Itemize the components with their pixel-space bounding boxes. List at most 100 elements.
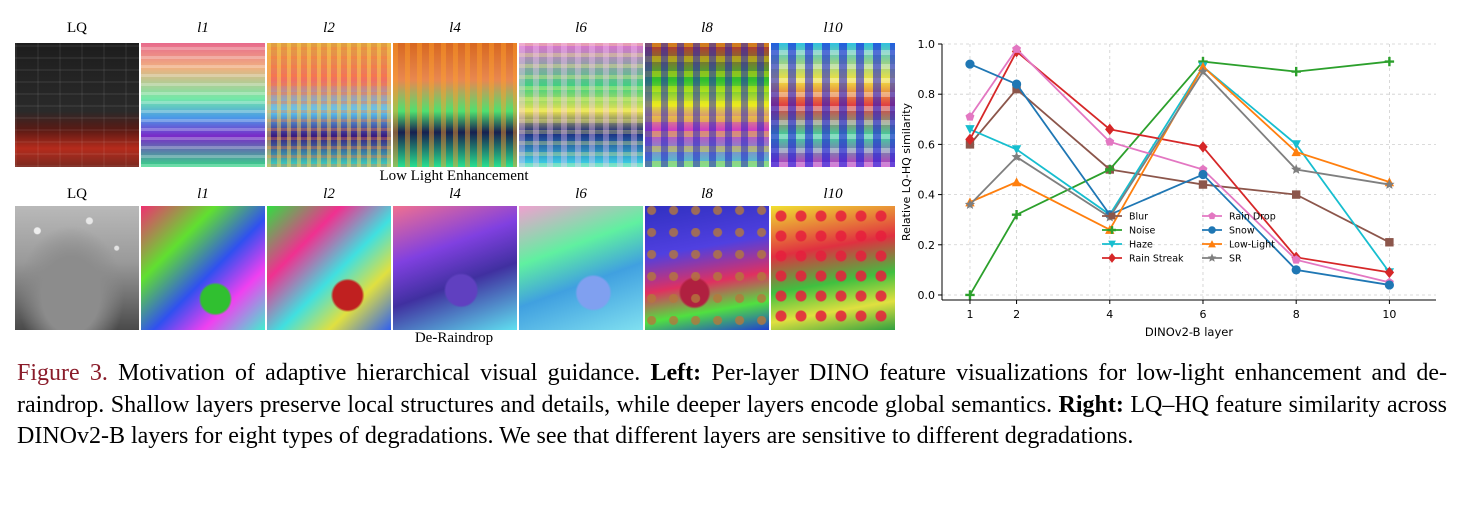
deraindrop-l6-feature-map bbox=[519, 206, 643, 330]
data-point-noise bbox=[1291, 66, 1301, 77]
column-label-l4: l4 bbox=[449, 20, 461, 36]
data-point-sr bbox=[1197, 66, 1209, 76]
series-line-rain-drop bbox=[969, 47, 1390, 284]
caption-right-label: Right: bbox=[1058, 391, 1124, 418]
series-line-low-light bbox=[969, 65, 1390, 231]
deraindrop-l1-feature-map bbox=[141, 206, 265, 330]
y-tick-label: 0.8 bbox=[918, 88, 936, 101]
column-label-l10: l10 bbox=[823, 20, 843, 36]
y-tick-label: 1.0 bbox=[918, 38, 936, 51]
series-line-sr bbox=[969, 70, 1390, 219]
series-line-noise bbox=[969, 60, 1390, 296]
legend-label-blur: Blur bbox=[1129, 212, 1148, 223]
series-line-blur bbox=[969, 87, 1390, 244]
data-point-noise bbox=[1105, 164, 1115, 175]
legend-label-snow: Snow bbox=[1229, 226, 1255, 237]
column-label-l6: l6 bbox=[575, 186, 587, 202]
data-point-noise bbox=[965, 290, 975, 300]
legend-label-rain-drop: Rain Drop bbox=[1229, 212, 1276, 223]
similarity-line-chart: 0.0 0.2 0.4 0.6 0.8 1.0 1 2 4 6 8 10 DINOv2-B layer R… bbox=[898, 16, 1458, 346]
data-point-rain-drop bbox=[965, 112, 975, 121]
task-label-low-light: Low Light Enhancement bbox=[379, 168, 529, 184]
data-point-haze bbox=[965, 125, 975, 135]
caption-text-3: LQ–HQ feature similarity across DINOv2-B… bbox=[17, 391, 1448, 450]
column-label-l10: l10 bbox=[823, 186, 843, 202]
legend-label-haze: Haze bbox=[1129, 240, 1153, 251]
column-label-lq: LQ bbox=[67, 186, 87, 202]
legend-marker-rain-streak bbox=[1108, 253, 1116, 263]
data-point-blur bbox=[1291, 190, 1301, 199]
figure-number: Figure 3. bbox=[17, 360, 108, 386]
legend-label-noise: Noise bbox=[1129, 226, 1156, 237]
legend-marker-blur bbox=[1108, 212, 1116, 220]
lowlight-l8-feature-map bbox=[645, 43, 769, 167]
data-point-blur bbox=[1012, 84, 1021, 94]
x-tick-label: 4 bbox=[1106, 308, 1113, 321]
deraindrop-l8-feature-map bbox=[645, 206, 769, 330]
deraindrop-l10-feature-map bbox=[771, 206, 895, 330]
x-tick-label: 8 bbox=[1293, 308, 1300, 321]
data-point-blur bbox=[1385, 238, 1394, 247]
y-tick-label: 0.4 bbox=[918, 189, 936, 202]
legend-marker-haze bbox=[1108, 240, 1116, 248]
x-tick-label: 2 bbox=[1013, 308, 1020, 321]
x-tick-label: 1 bbox=[966, 308, 973, 321]
series-line-snow bbox=[969, 63, 1390, 286]
data-point-haze bbox=[1011, 145, 1022, 155]
data-point-sr bbox=[964, 199, 976, 209]
column-label-l1: l1 bbox=[197, 186, 209, 202]
column-label-l2: l2 bbox=[323, 186, 335, 202]
legend-marker-sr bbox=[1207, 253, 1217, 262]
data-point-blur bbox=[1198, 180, 1208, 189]
data-point-snow bbox=[1291, 265, 1301, 275]
data-point-snow bbox=[1011, 79, 1022, 89]
data-point-low-light bbox=[1291, 147, 1301, 157]
series-line-haze bbox=[969, 65, 1391, 273]
column-label-l2: l2 bbox=[323, 20, 335, 36]
legend-label-rain-streak: Rain Streak bbox=[1129, 254, 1184, 265]
caption-left-label: Left: bbox=[650, 360, 702, 386]
deraindrop-l4-feature-map bbox=[393, 206, 517, 330]
column-label-l6: l6 bbox=[575, 20, 587, 36]
data-point-rain-drop bbox=[1012, 44, 1022, 53]
deraindrop-l2-feature-map bbox=[267, 206, 391, 330]
data-point-low-light bbox=[1011, 177, 1022, 187]
data-point-sr bbox=[1011, 151, 1022, 162]
figure-caption: Figure 3. Motivation of adaptive hierarc… bbox=[17, 358, 1447, 453]
legend-marker-snow bbox=[1208, 226, 1216, 234]
column-label-l8: l8 bbox=[701, 186, 713, 202]
x-tick-label: 10 bbox=[1382, 308, 1396, 321]
y-tick-label: 0.2 bbox=[918, 239, 936, 252]
data-point-noise bbox=[1384, 56, 1395, 67]
column-label-lq: LQ bbox=[67, 20, 87, 36]
lowlight-l4-feature-map bbox=[393, 43, 517, 167]
data-point-sr bbox=[1291, 164, 1302, 174]
data-point-haze bbox=[1291, 140, 1301, 150]
data-point-rain-streak bbox=[1384, 266, 1395, 279]
legend-label-low-light: Low-Light bbox=[1229, 240, 1275, 251]
legend-marker-rain-drop bbox=[1208, 212, 1216, 220]
column-label-l1: l1 bbox=[197, 20, 209, 36]
column-label-l8: l8 bbox=[701, 20, 713, 36]
lowlight-l1-feature-map bbox=[141, 43, 265, 167]
chart-svg: 0.0 0.2 0.4 0.6 0.8 1.0 1 2 4 6 8 10 DINOv2-B layer R… bbox=[900, 38, 1436, 339]
caption-text-2: Per-layer DINO feature visualizations fo… bbox=[17, 360, 1447, 418]
column-label-l4: l4 bbox=[449, 186, 461, 202]
deraindrop-lq-image bbox=[15, 206, 139, 330]
caption-text-1: Motivation of adaptive hierarchical visu… bbox=[107, 360, 651, 386]
x-tick-label: 6 bbox=[1199, 308, 1206, 321]
feature-visualization-grid: LQ l1 l2 l4 l6 l8 l10 Low Light Enhancem… bbox=[14, 16, 895, 346]
legend-marker-noise bbox=[1108, 226, 1116, 234]
legend-label-sr: SR bbox=[1229, 254, 1242, 265]
data-point-snow bbox=[965, 59, 975, 69]
data-point-sr bbox=[1384, 179, 1395, 189]
data-point-rain-streak bbox=[965, 133, 975, 146]
data-point-noise bbox=[1011, 209, 1022, 220]
data-point-rain-drop bbox=[1105, 137, 1115, 146]
data-point-rain-streak bbox=[1105, 123, 1115, 136]
y-tick-label: 0.6 bbox=[918, 138, 936, 151]
y-tick-label: 0.0 bbox=[918, 289, 936, 302]
data-point-snow bbox=[1384, 280, 1394, 290]
lowlight-lq-image bbox=[15, 43, 139, 167]
x-axis-label: DINOv2-B layer bbox=[1145, 325, 1233, 339]
